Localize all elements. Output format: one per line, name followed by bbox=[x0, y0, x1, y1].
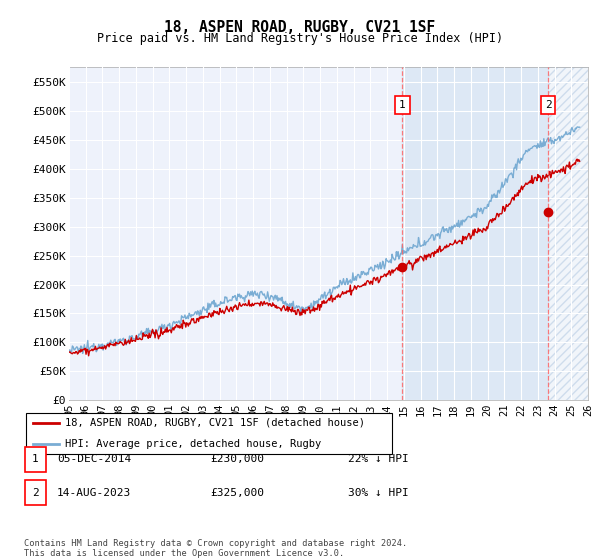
Text: 18, ASPEN ROAD, RUGBY, CV21 1SF: 18, ASPEN ROAD, RUGBY, CV21 1SF bbox=[164, 20, 436, 35]
Text: 22% ↓ HPI: 22% ↓ HPI bbox=[348, 454, 409, 464]
Text: 14-AUG-2023: 14-AUG-2023 bbox=[57, 488, 131, 498]
FancyBboxPatch shape bbox=[25, 447, 46, 472]
Text: Contains HM Land Registry data © Crown copyright and database right 2024.
This d: Contains HM Land Registry data © Crown c… bbox=[24, 539, 407, 558]
Bar bbox=[403, 67, 588, 400]
Text: 05-DEC-2014: 05-DEC-2014 bbox=[57, 454, 131, 464]
Text: 1: 1 bbox=[399, 100, 406, 110]
FancyBboxPatch shape bbox=[26, 413, 392, 454]
Text: 2: 2 bbox=[32, 488, 39, 498]
Text: HPI: Average price, detached house, Rugby: HPI: Average price, detached house, Rugb… bbox=[65, 439, 321, 449]
Text: 1: 1 bbox=[32, 454, 39, 464]
Text: Price paid vs. HM Land Registry's House Price Index (HPI): Price paid vs. HM Land Registry's House … bbox=[97, 32, 503, 45]
Text: 30% ↓ HPI: 30% ↓ HPI bbox=[348, 488, 409, 498]
FancyBboxPatch shape bbox=[25, 480, 46, 505]
Text: 18, ASPEN ROAD, RUGBY, CV21 1SF (detached house): 18, ASPEN ROAD, RUGBY, CV21 1SF (detache… bbox=[65, 418, 365, 428]
Text: £230,000: £230,000 bbox=[210, 454, 264, 464]
Bar bbox=[548, 67, 588, 400]
Text: 2: 2 bbox=[545, 100, 551, 110]
Text: £325,000: £325,000 bbox=[210, 488, 264, 498]
